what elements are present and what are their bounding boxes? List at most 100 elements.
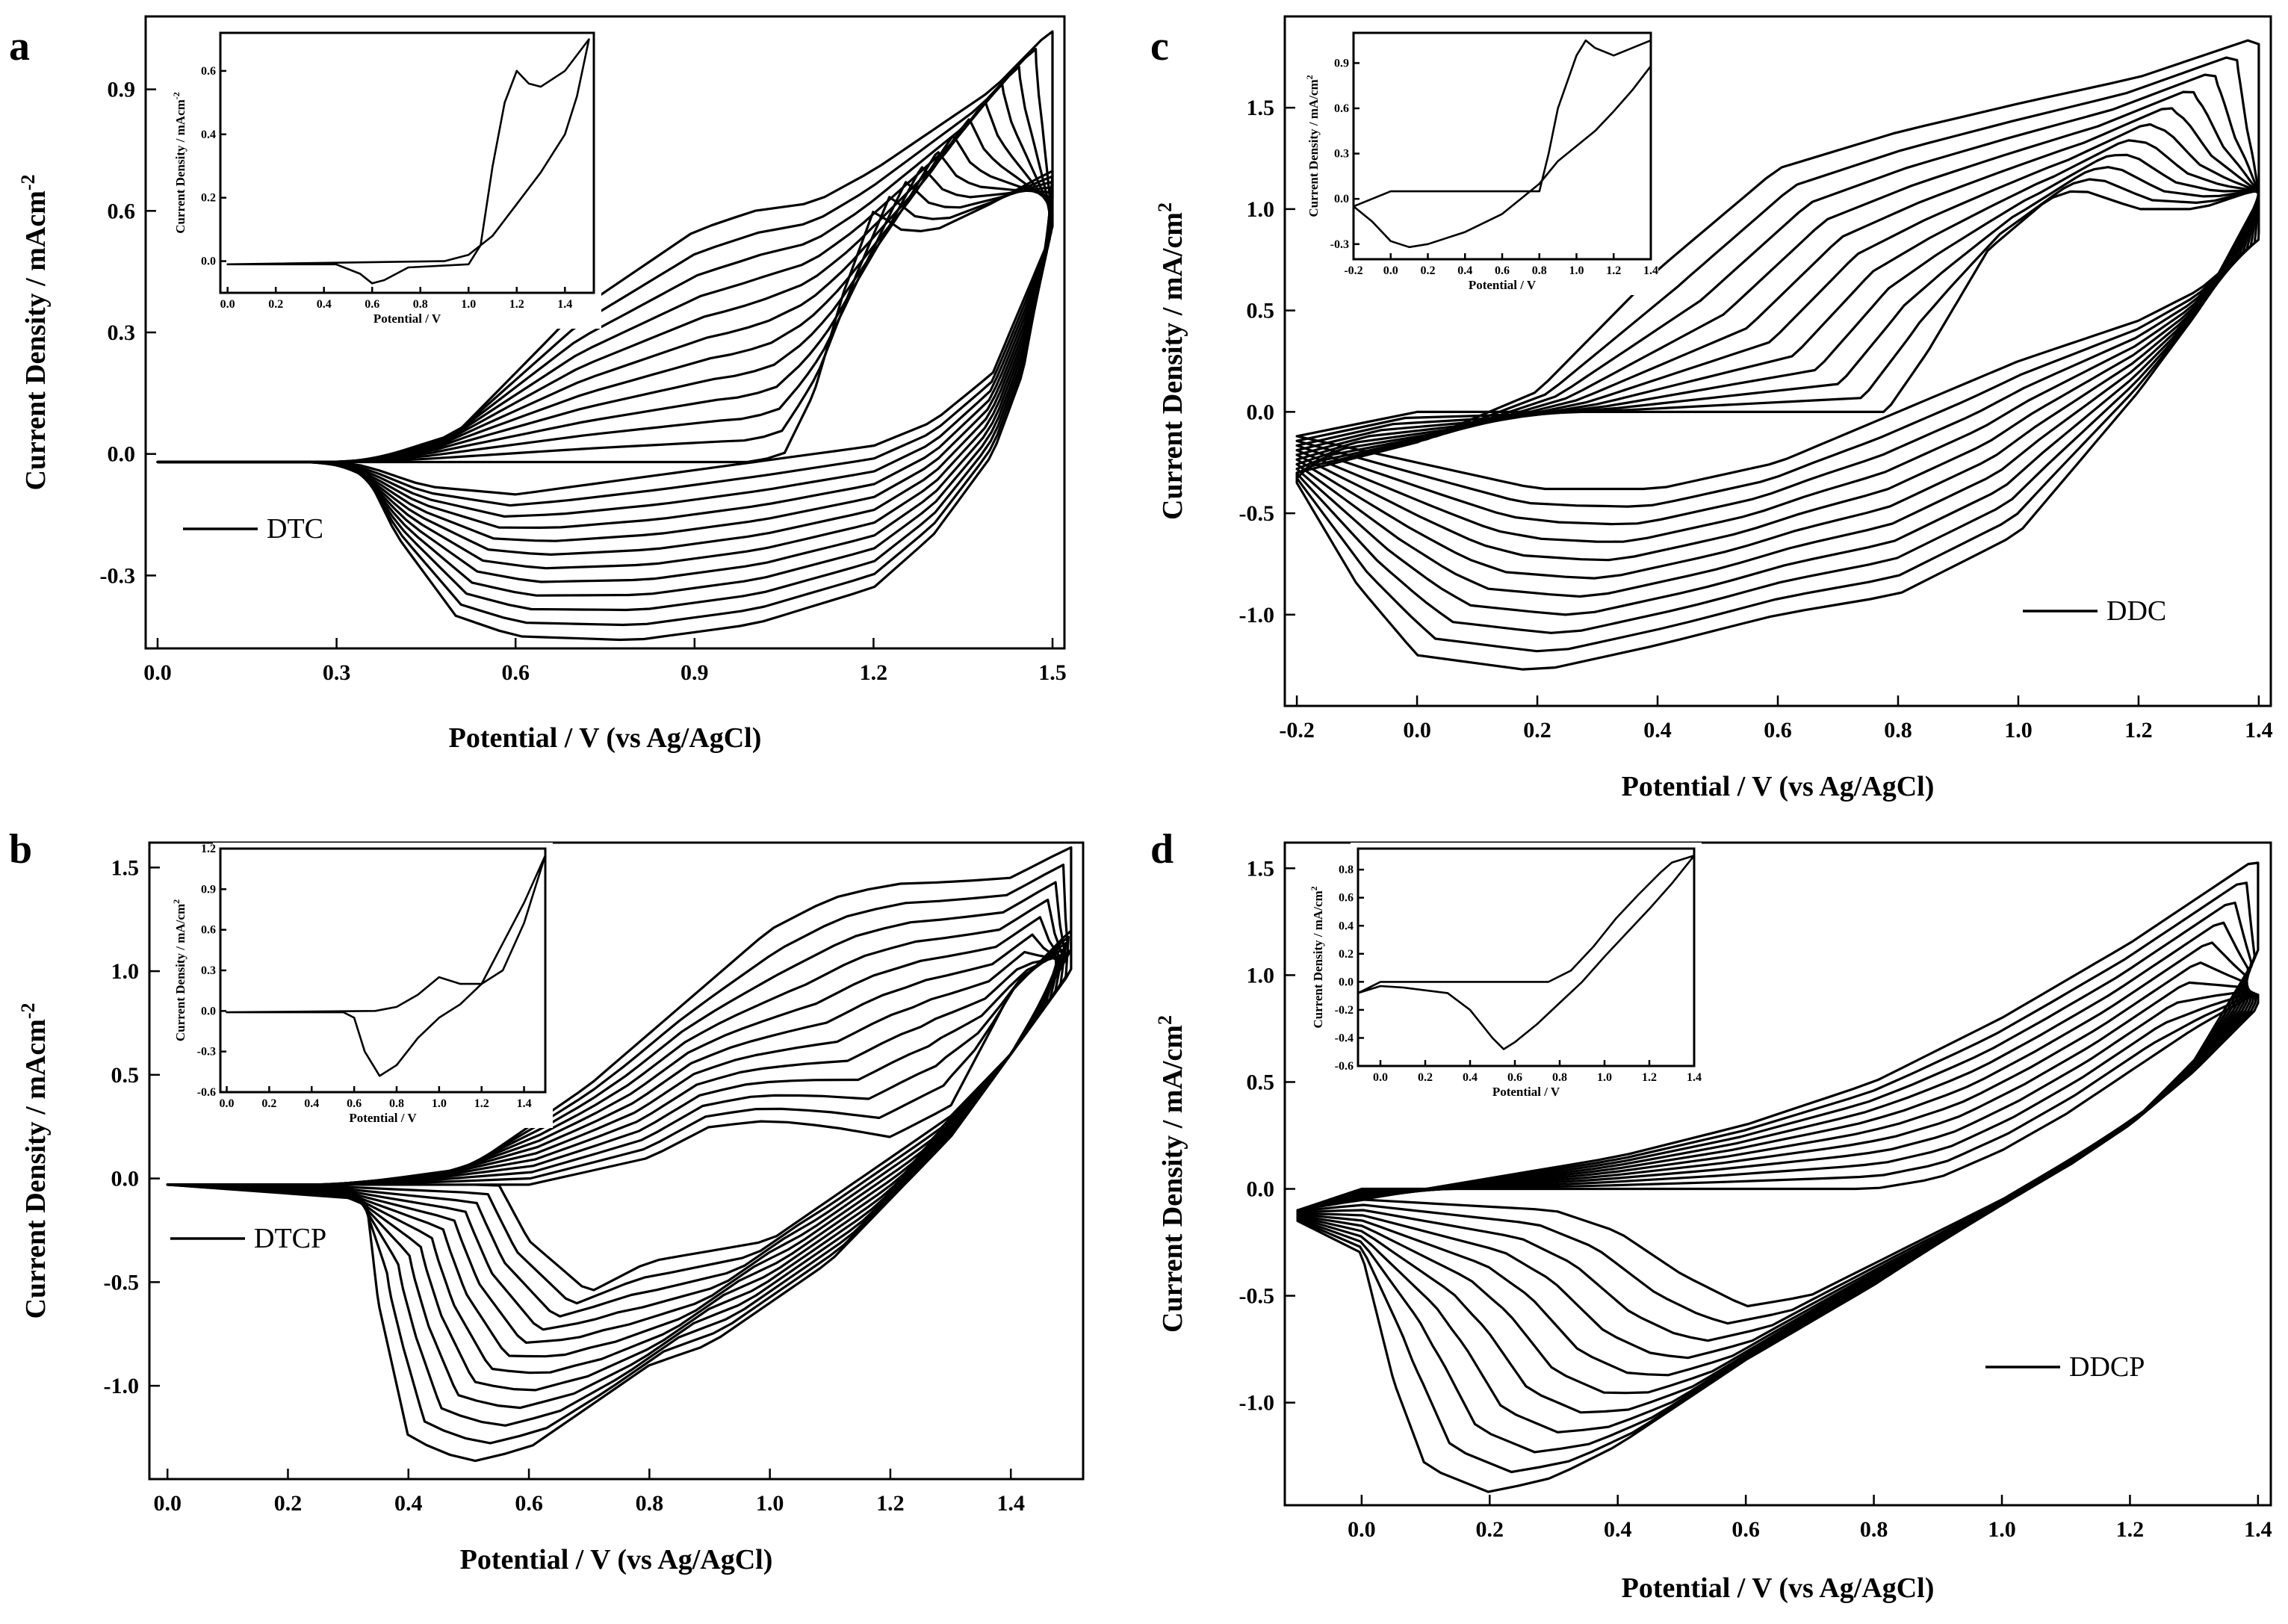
main-y-tick-label: 1.5 [1247, 856, 1275, 881]
legend-label: DDCP [2069, 1351, 2145, 1383]
main-x-tick-label: 1.2 [2124, 718, 2153, 743]
main-x-tick-label: 0.2 [1476, 1517, 1504, 1542]
inset-x-tick-label: 0.6 [347, 1097, 362, 1110]
inset-cv-curve [226, 854, 547, 1077]
main-y-tick-label: 0.3 [108, 320, 136, 345]
main-y-tick-label: 0.5 [1247, 299, 1275, 323]
panel-c: -0.2 0.0 0.2 0.4 0.6 0.8 1.0 1.2 1.4 -1.0 -0.5 0.0 0… [1150, 15, 2273, 802]
inset-plot-frame [1357, 847, 1696, 1067]
inset-y-tick-label: -0.6 [1335, 1060, 1354, 1073]
inset-x-tick-label: 0.6 [365, 298, 379, 311]
inset-x-tick-label: 0.2 [1421, 264, 1436, 277]
inset-y-tick-label: 0.4 [1339, 920, 1354, 932]
inset-y-axis-title-superscript: -2 [171, 92, 182, 99]
x-axis-title: Potential / V (vs Ag/AgCl) [460, 1544, 773, 1575]
panel-letter: c [1150, 23, 1169, 69]
main-y-tick-label: 0.5 [1247, 1070, 1275, 1094]
inset-y-tick-label: 0.9 [201, 883, 216, 896]
inset-y-tick-label: 0.6 [1339, 892, 1354, 905]
inset-y-tick-label: 0.3 [201, 964, 216, 977]
inset-y-tick-label: 0.2 [201, 192, 216, 205]
inset-plot-frame [219, 31, 595, 294]
inset-x-tick-label: 0.8 [1532, 264, 1547, 277]
inset-x-axis-title: Potential / V [1492, 1085, 1560, 1099]
inset-x-axis-title: Potential / V [373, 312, 441, 326]
inset-plot: -0.2 0.0 0.2 0.4 0.6 0.8 1.0 1.2 1.4 -0.3 0.0 0.3 0.… [1304, 27, 1658, 295]
main-x-tick-label: 1.2 [860, 660, 888, 685]
inset-x-tick-label: 1.4 [557, 298, 572, 311]
inset-x-tick-label: 0.0 [220, 298, 235, 311]
inset-y-axis-title: Current Density / mA/cm2 [1309, 886, 1325, 1028]
inset-x-tick-label: 0.2 [268, 298, 283, 311]
main-x-tick-label: 0.6 [501, 660, 530, 685]
inset-y-tick-label: 1.2 [201, 843, 216, 855]
main-y-tick-label: 0.6 [108, 199, 136, 223]
main-y-tick-label: 0.0 [1247, 400, 1275, 424]
inset-y-axis-title-superscript: 2 [171, 899, 182, 904]
main-y-tick-label: -1.0 [104, 1374, 140, 1398]
main-y-tick-label: 0.0 [108, 442, 136, 467]
inset-background [1346, 27, 1658, 295]
panel-letter: d [1150, 826, 1174, 873]
main-y-tick-label: -0.5 [1239, 501, 1275, 526]
main-x-tick-label: 0.6 [1731, 1517, 1760, 1542]
cv-cycle-5 [1295, 139, 2260, 562]
main-x-tick-label: 0.3 [323, 660, 351, 685]
inset-x-tick-label: 0.6 [1507, 1071, 1522, 1084]
inset-y-tick-label: 0.3 [1334, 148, 1349, 161]
main-x-tick-label: 0.2 [274, 1491, 303, 1516]
main-x-tick-label: 0.6 [1764, 718, 1792, 743]
inset-x-tick-label: 1.0 [432, 1097, 447, 1110]
x-axis-title: Potential / V (vs Ag/AgCl) [1622, 771, 1935, 802]
inset-y-tick-label: -0.3 [1330, 238, 1349, 251]
cv-cycle-2 [1295, 178, 2260, 508]
inset-plot: 0.0 0.2 0.4 0.6 0.8 1.0 1.2 1.4 -0.6 -0.3 0.0 0.3 0.… [171, 843, 553, 1128]
inset-x-tick-label: 1.2 [1606, 264, 1621, 277]
inset-x-tick-label: 1.0 [1597, 1071, 1612, 1084]
inset-x-tick-label: 0.4 [1463, 1071, 1478, 1084]
cv-cycles [156, 30, 1054, 642]
main-x-tick-label: 1.5 [1038, 660, 1067, 685]
panel-b: 0.0 0.2 0.4 0.6 0.8 1.0 1.2 1.4 -1.0 -0.5 0.0 0.5 1.… [9, 826, 1085, 1575]
inset-y-tick-label: -0.4 [1335, 1032, 1354, 1044]
cv-cycle-4 [1295, 153, 2260, 543]
main-x-tick-label: 0.9 [680, 660, 709, 685]
cv-cycle-1 [1295, 189, 2260, 491]
main-x-tick-label: 0.8 [1884, 718, 1912, 743]
inset-y-axis-title-superscript: 2 [1309, 886, 1319, 890]
inset-x-tick-label: 0.8 [389, 1097, 404, 1110]
cv-cycle-2 [156, 175, 1054, 507]
main-x-tick-label: 0.4 [1604, 1517, 1632, 1542]
y-axis-title-superscript: 2 [1154, 1015, 1176, 1025]
panel-d: 0.0 0.2 0.4 0.6 0.8 1.0 1.2 1.4 -1.0 -0.5 0.0 0.5 1.… [1150, 826, 2272, 1604]
inset-y-tick-label: 0.0 [201, 255, 216, 268]
main-y-tick-label: 0.0 [111, 1167, 140, 1191]
main-y-tick-label: -1.0 [1239, 1391, 1275, 1416]
inset-x-tick-label: 0.8 [413, 298, 428, 311]
main-plot-frame [1283, 841, 2272, 1507]
main-x-tick-label: 0.0 [143, 660, 172, 685]
inset-y-tick-label: 0.0 [1339, 976, 1354, 988]
y-axis-title: Current Density / mAcm-2 [17, 1002, 52, 1318]
inset-y-axis-title: Current Density / mAcm-2 [171, 92, 187, 234]
main-y-tick-label: 1.0 [1247, 963, 1275, 988]
main-y-tick-label: 1.5 [1247, 96, 1275, 120]
main-y-tick-label: -0.3 [100, 563, 136, 588]
main-x-tick-label: 0.6 [515, 1491, 543, 1516]
main-x-tick-label: -0.2 [1279, 718, 1315, 743]
cv-cycles [1295, 39, 2260, 671]
inset-x-tick-label: 0.2 [1418, 1071, 1433, 1084]
cv-cycle-11 [156, 48, 1052, 627]
inset-x-tick-label: 1.2 [1642, 1071, 1657, 1084]
inset-x-tick-label: 0.2 [261, 1097, 276, 1110]
cv-cycle-4 [156, 166, 1053, 529]
inset-plot: 0.0 0.2 0.4 0.6 0.8 1.0 1.2 1.40.00.20.40.6Pote… [171, 27, 601, 329]
inset-background [1351, 843, 1702, 1102]
inset-x-tick-label: -0.2 [1344, 264, 1362, 277]
inset-background [213, 843, 553, 1128]
inset-x-tick-label: 1.2 [509, 298, 524, 311]
cv-cycle-3 [1295, 166, 2260, 526]
panel-a: 0.0 0.3 0.6 0.9 1.2 1.5 -0.3 0.0 0.3 0.6 0.9 Potent… [9, 15, 1067, 754]
cv-cycles [166, 846, 1073, 1463]
